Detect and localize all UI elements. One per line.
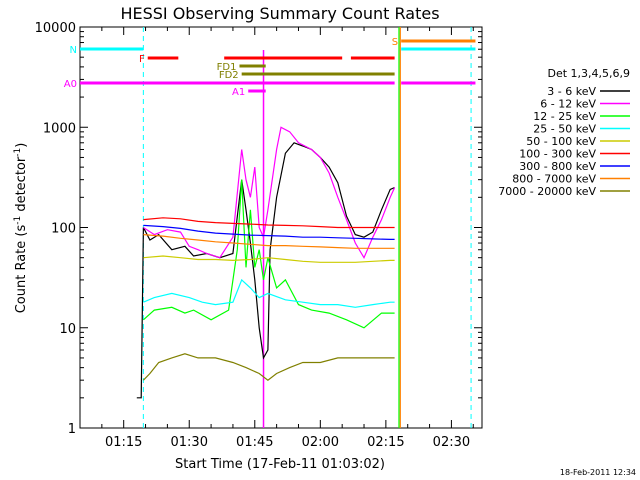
legend-label: 3 - 6 keV xyxy=(547,85,596,98)
series-line-4 xyxy=(143,255,395,263)
y-tick-label: 10 xyxy=(59,322,76,337)
x-tick-label: 02:15 xyxy=(367,435,404,450)
legend-label: 50 - 100 keV xyxy=(526,135,596,148)
legend-label: 25 - 50 keV xyxy=(533,123,596,136)
y-axis: 1 10 100 1000 10000 xyxy=(35,21,482,437)
x-tick-label: 02:30 xyxy=(433,435,470,450)
series-line-7 xyxy=(143,234,395,249)
x-axis: 01:15 01:30 01:45 02:00 02:15 02:30 xyxy=(79,27,474,450)
series-line-3 xyxy=(143,278,395,308)
y-axis-label: Count Rate (s-1 detector-1) xyxy=(13,143,29,314)
flag-label-fd2: FD2 xyxy=(219,70,239,81)
x-axis-label: Start Time (17-Feb-11 01:03:02) xyxy=(175,457,385,472)
flag-label-fd1: FD1 xyxy=(217,62,237,73)
x-tick-label: 01:15 xyxy=(105,435,142,450)
series-line-1 xyxy=(143,126,396,260)
legend-label: 6 - 12 keV xyxy=(540,98,596,111)
flag-label-n: N xyxy=(70,45,77,56)
footer-date: 18-Feb-2011 12:34 xyxy=(560,468,636,477)
flag-label-f: F xyxy=(139,54,145,65)
legend-label: 7000 - 20000 keV xyxy=(498,185,596,198)
x-tick-label: 01:30 xyxy=(171,435,208,450)
y-tick-label: 10000 xyxy=(35,21,76,36)
y-tick-label: 1 xyxy=(68,422,76,437)
transition-lines xyxy=(142,27,472,428)
plot-area-frame xyxy=(79,26,483,429)
x-tick-label: 01:45 xyxy=(236,435,273,450)
legend-label: 300 - 800 keV xyxy=(519,160,596,173)
chart-title: HESSI Observing Summary Count Rates xyxy=(120,4,439,23)
y-tick-label: 100 xyxy=(51,222,76,237)
series-line-0 xyxy=(136,142,395,399)
series-line-6 xyxy=(143,224,395,240)
data-series xyxy=(136,126,396,399)
flag-label-s: S xyxy=(392,37,398,48)
series-line-5 xyxy=(143,217,395,229)
flag-label-a0: A0 xyxy=(64,79,77,90)
legend-title: Det 1,3,4,5,6,9 xyxy=(547,67,630,80)
legend-label: 800 - 7000 keV xyxy=(512,173,596,186)
series-line-8 xyxy=(142,353,395,381)
x-tick-label: 02:00 xyxy=(302,435,339,450)
flag-label-a1: A1 xyxy=(232,87,245,98)
legend-label: 100 - 300 keV xyxy=(519,148,596,161)
legend-label: 12 - 25 keV xyxy=(533,110,596,123)
y-tick-label: 1000 xyxy=(43,121,76,136)
